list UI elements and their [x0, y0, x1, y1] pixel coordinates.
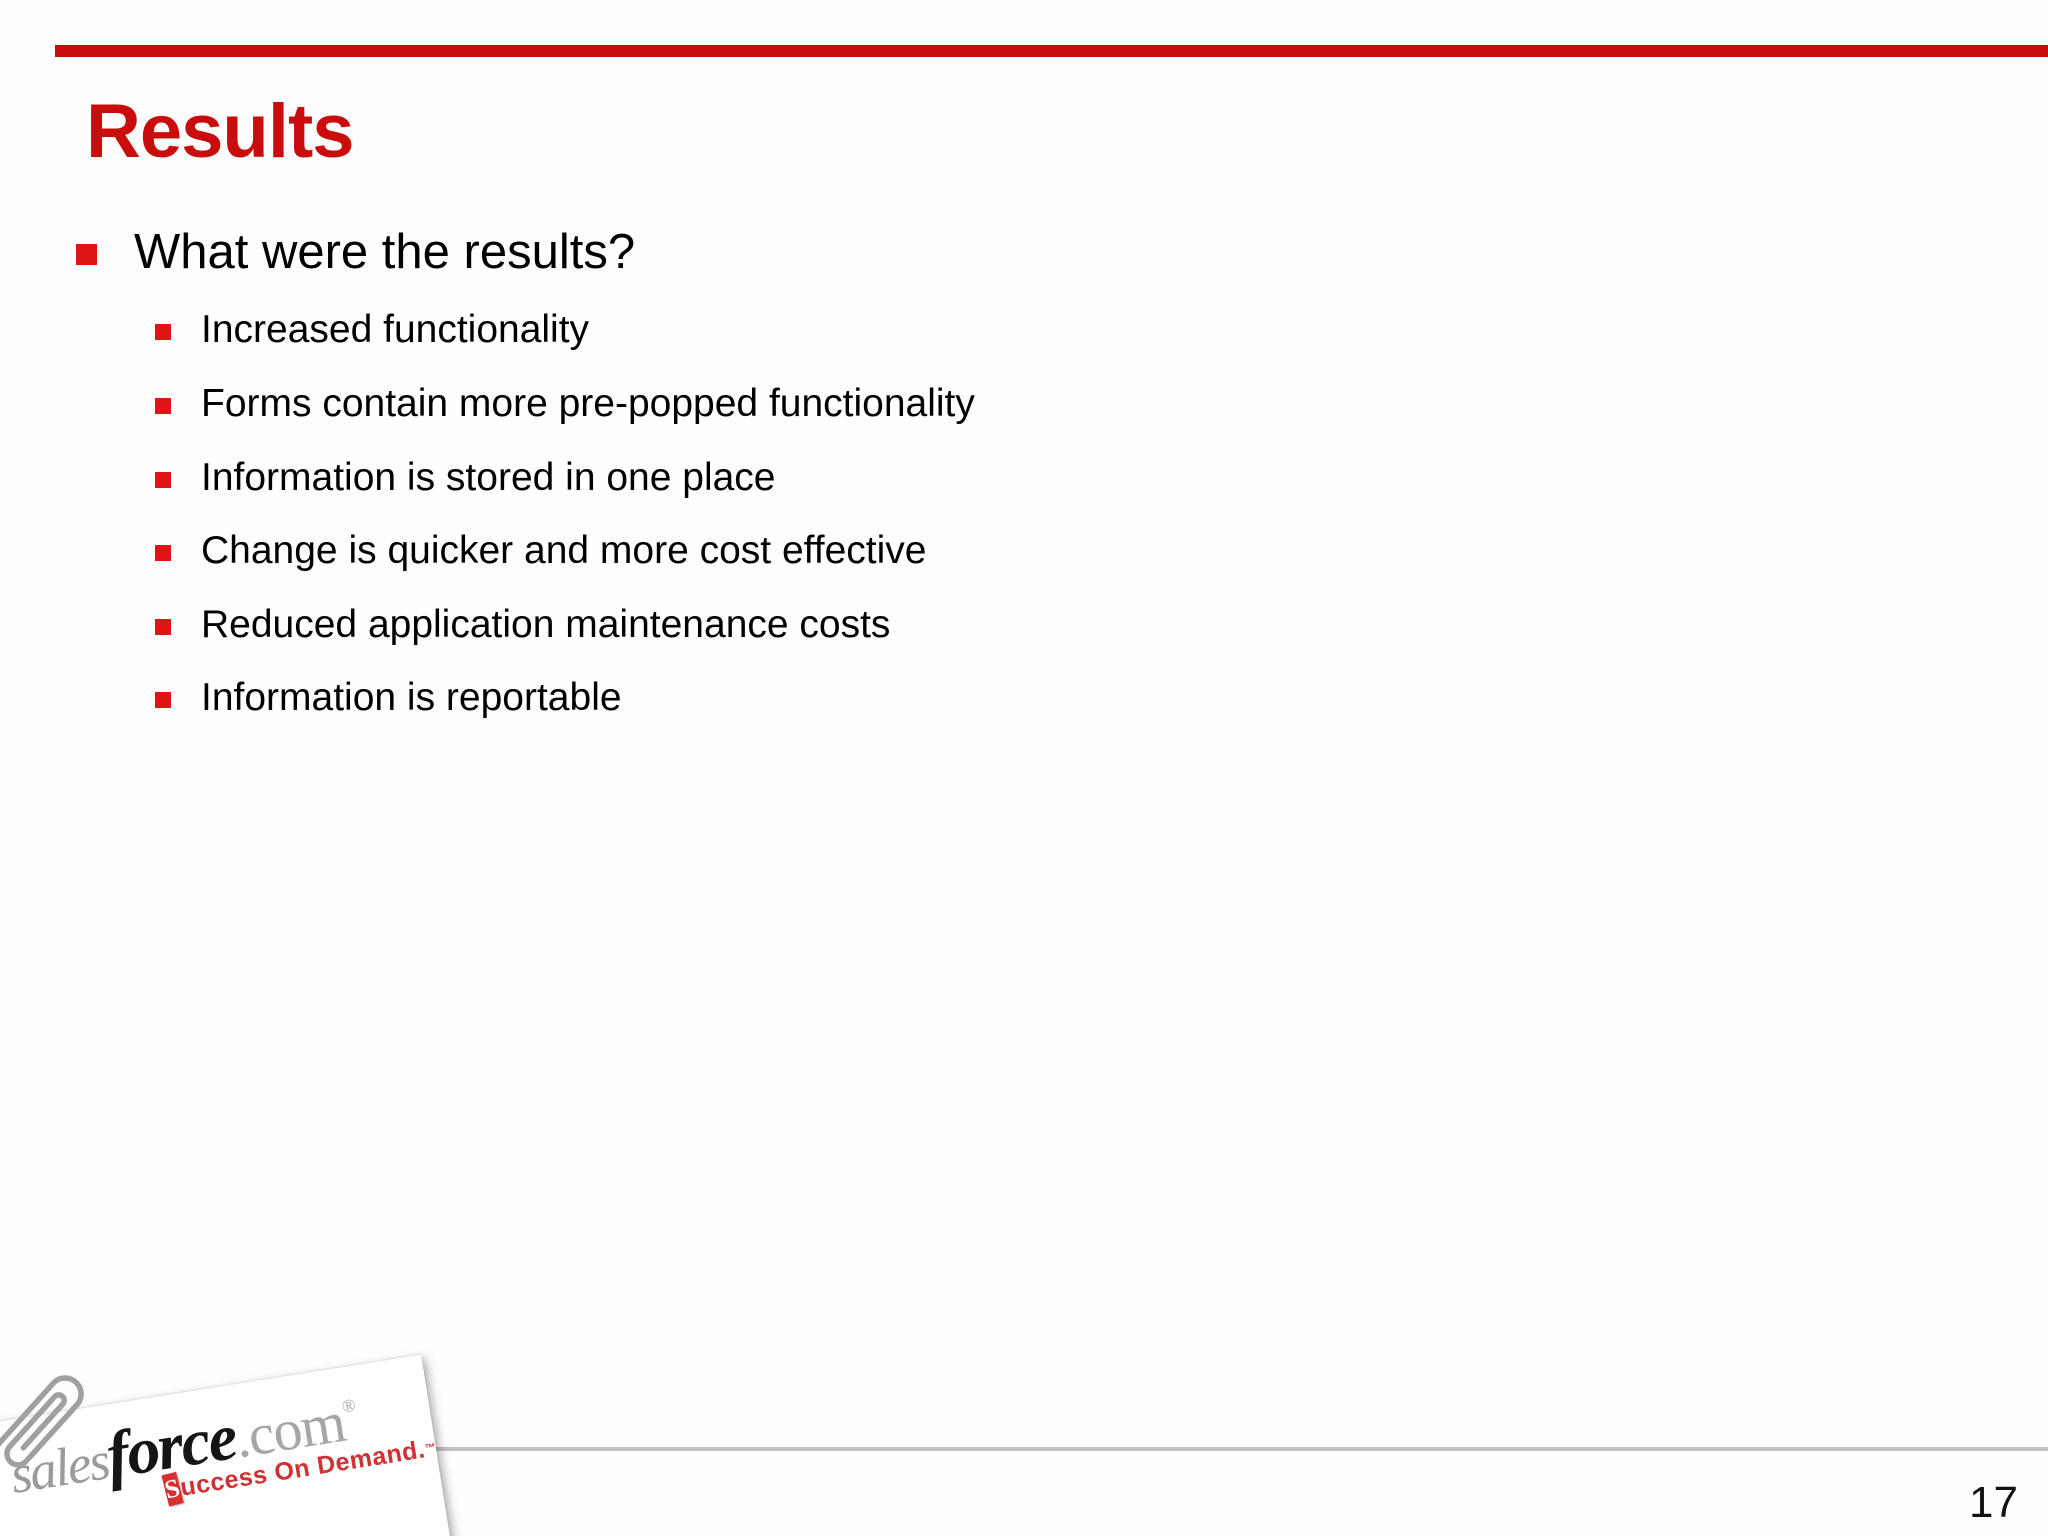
bullet-square-icon	[155, 397, 171, 414]
trademark-mark: ™	[424, 1441, 437, 1456]
list-item: Change is quicker and more cost effectiv…	[155, 527, 927, 575]
list-item: Information is stored in one place	[155, 454, 776, 502]
paperclip-icon	[0, 1375, 84, 1468]
bullet-text: Forms contain more pre-popped functional…	[201, 382, 975, 425]
bullet-text: Information is reportable	[201, 676, 622, 719]
bullet-square-icon	[155, 544, 171, 561]
bullet-square-icon	[155, 691, 171, 708]
page-number: 17	[1969, 1478, 2018, 1527]
page-title: Results	[86, 89, 355, 174]
title-accent-rule	[55, 45, 2048, 57]
list-item: Information is reportable	[155, 674, 622, 722]
bullet-square-icon	[155, 618, 171, 635]
registered-mark: ®	[340, 1394, 357, 1417]
bullet-text: Increased functionality	[201, 308, 590, 351]
bullet-text: Reduced application maintenance costs	[201, 603, 891, 646]
list-item: Reduced application maintenance costs	[155, 601, 890, 649]
bullet-text: Information is stored in one place	[201, 456, 776, 499]
bullet-text: What were the results?	[134, 225, 636, 279]
footer-rule	[0, 1447, 2048, 1451]
list-item: Forms contain more pre-popped functional…	[155, 380, 975, 428]
bullet-square-icon	[155, 471, 171, 488]
bullet-square-icon	[155, 323, 171, 340]
bullet-square-icon	[76, 243, 97, 265]
bullet-text: Change is quicker and more cost effectiv…	[201, 529, 927, 572]
list-item: Increased functionality	[155, 306, 589, 354]
list-item-level1: What were the results?	[76, 224, 635, 280]
